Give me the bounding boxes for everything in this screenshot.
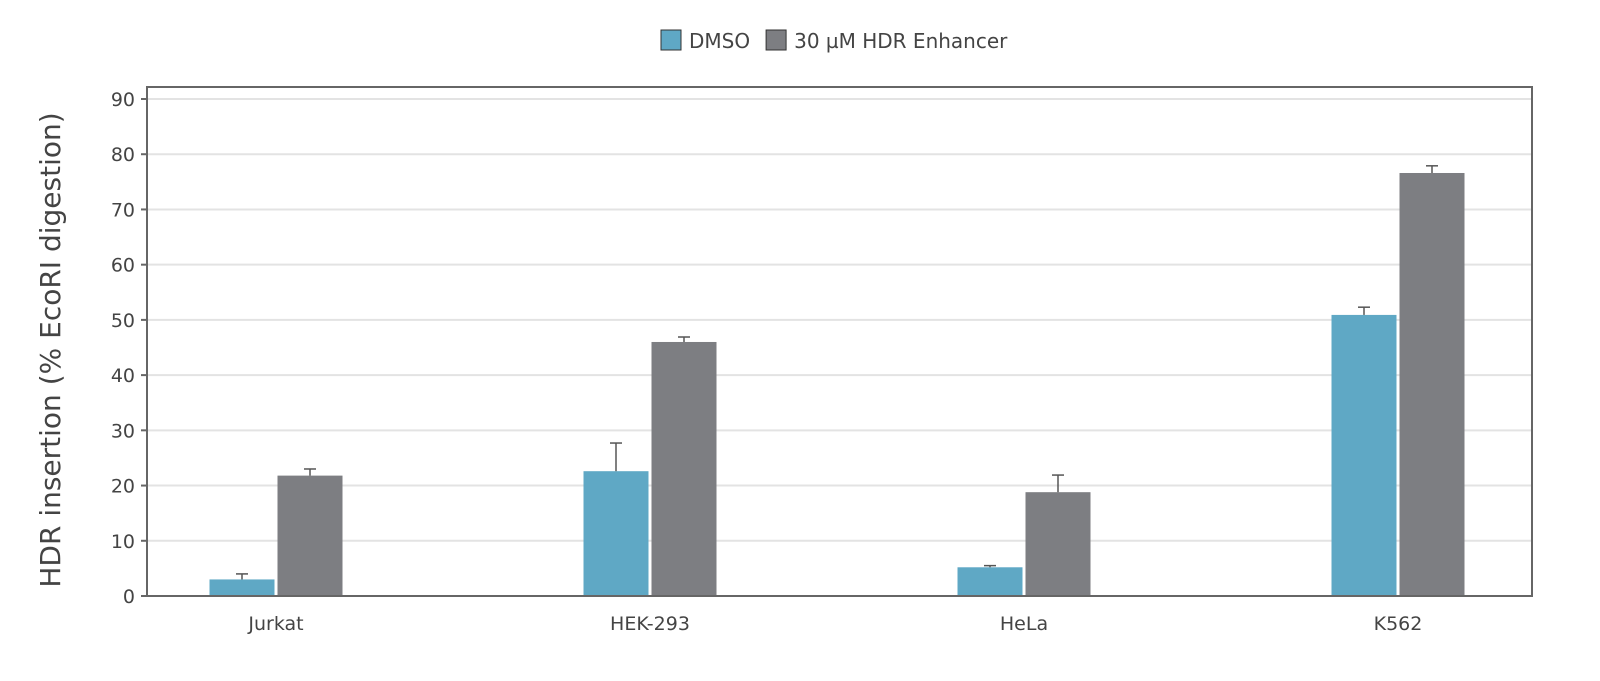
- y-tick-label: 20: [111, 476, 135, 498]
- y-tick-label: 50: [111, 310, 135, 332]
- y-tick-label: 70: [111, 199, 135, 221]
- y-tick-label: 0: [123, 586, 135, 608]
- y-axis-label: HDR insertion (% EcoRI digestion): [34, 112, 67, 587]
- y-tick-label: 80: [111, 144, 135, 166]
- legend-label: DMSO: [689, 29, 750, 53]
- legend: DMSO 30 µM HDR Enhancer: [660, 29, 1008, 53]
- plot-frame: [146, 86, 1533, 597]
- bar-dmso: [583, 471, 649, 596]
- bar-hdr-enhancer: [1399, 172, 1465, 596]
- y-tick-label: 10: [111, 531, 135, 553]
- x-tick-label: HeLa: [1000, 613, 1048, 635]
- bar-dmso: [209, 579, 275, 596]
- x-axis: Jurkat HEK-293 HeLa K562: [247, 613, 1422, 635]
- y-tick-label: 40: [111, 365, 135, 387]
- bar-hdr-enhancer: [1025, 492, 1091, 596]
- bars: [209, 165, 1465, 596]
- x-tick-label: HEK-293: [610, 613, 690, 635]
- legend-label: 30 µM HDR Enhancer: [794, 29, 1008, 53]
- bar-hdr-enhancer: [277, 475, 343, 596]
- bar-dmso: [957, 567, 1023, 596]
- gridlines: [147, 98, 1532, 542]
- x-tick-label: Jurkat: [247, 613, 303, 635]
- x-tick-label: K562: [1374, 613, 1423, 635]
- y-tick-label: 30: [111, 420, 135, 442]
- legend-swatch: [660, 29, 682, 51]
- bar-dmso: [1331, 314, 1397, 596]
- legend-swatch: [765, 29, 787, 51]
- y-tick-label: 90: [111, 89, 135, 111]
- y-tick-label: 60: [111, 255, 135, 277]
- y-axis: 0 10 20 30 40 50 60 70 80 90: [111, 89, 147, 608]
- bar-hdr-enhancer: [651, 341, 717, 596]
